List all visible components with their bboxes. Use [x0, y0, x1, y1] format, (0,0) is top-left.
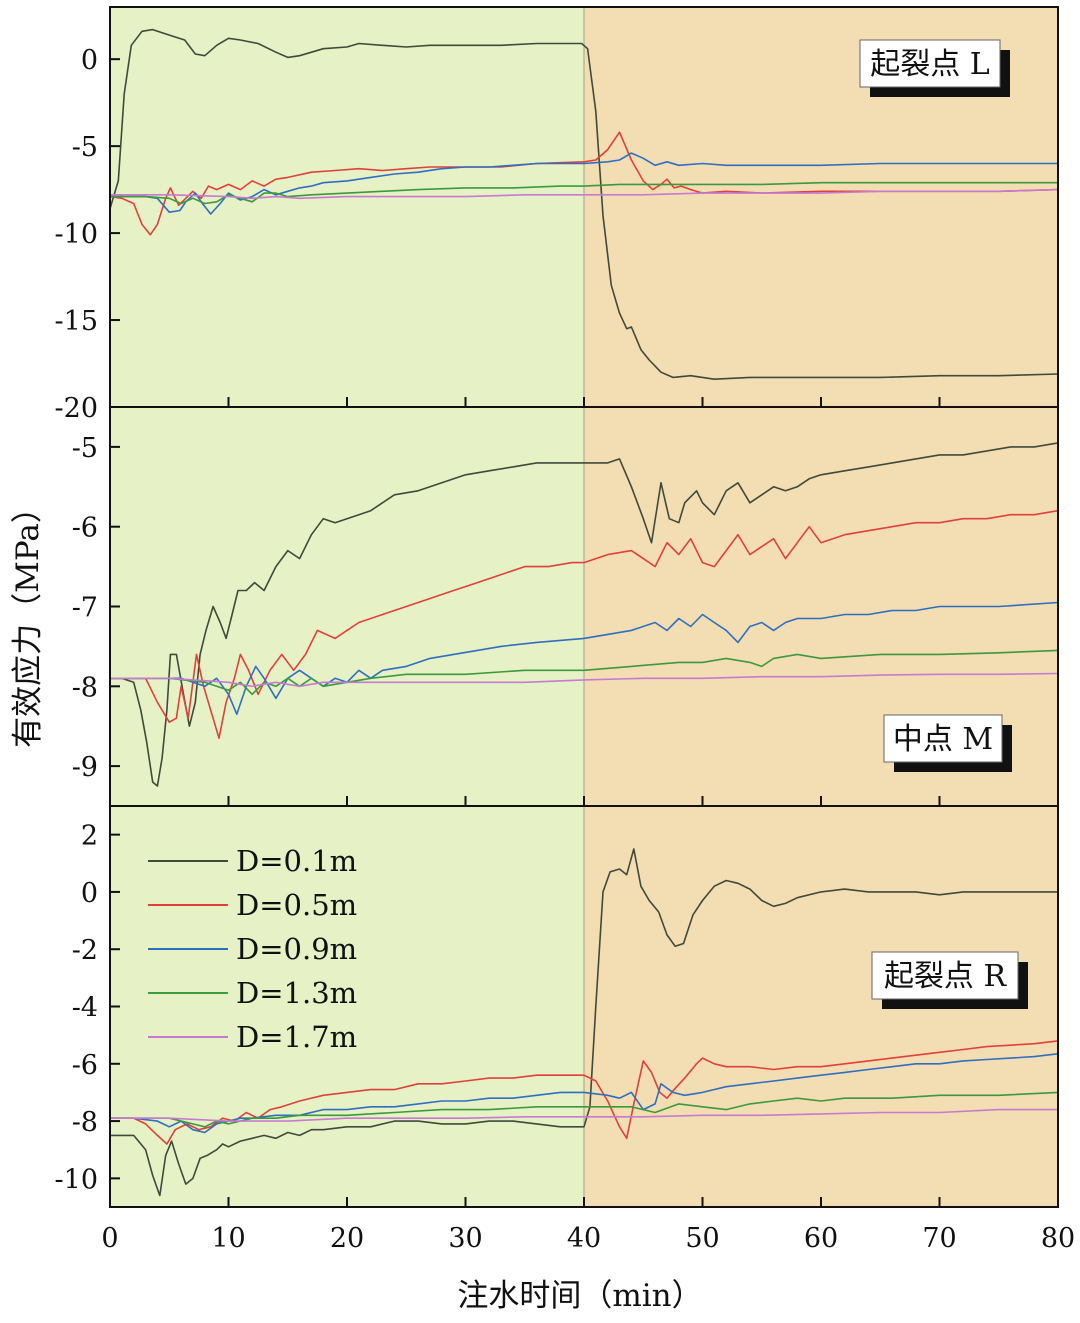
panel-label-box — [871, 951, 1019, 1000]
y-tick-label: -20 — [55, 393, 98, 424]
series-line-panel-1-D=1.7m — [110, 188, 1058, 200]
x-tick-label: 30 — [448, 1223, 482, 1254]
legend-label: D=1.3m — [236, 976, 357, 1010]
series-line-panel-1-D=0.5m — [110, 131, 1058, 236]
y-tick-label: -4 — [72, 993, 98, 1024]
panel-2-series — [110, 442, 1058, 787]
series-line-panel-2-D=0.9m — [110, 601, 1058, 715]
x-tick-label: 0 — [101, 1223, 118, 1254]
y-tick-label: -15 — [55, 306, 98, 337]
x-axis-label: 注水时间（min） — [457, 1278, 702, 1314]
x-tick-label: 80 — [1041, 1223, 1075, 1254]
series-line-panel-2-D=0.1m — [110, 442, 1058, 787]
series-layer — [110, 28, 1058, 1197]
y-tick-label: -10 — [55, 219, 98, 250]
series-line-panel-3-D=0.5m — [110, 1040, 1058, 1145]
panel-label: 中点 M — [893, 722, 993, 757]
series-line-panel-1-D=0.1m — [110, 28, 1058, 380]
y-tick-label: -7 — [72, 593, 98, 624]
panel-label: 起裂点 L — [870, 47, 990, 82]
y-tick-label: -5 — [72, 433, 98, 464]
y-tick-label: -10 — [55, 1164, 98, 1195]
frame-layer — [109, 6, 1059, 1208]
legend-label: D=0.9m — [236, 932, 357, 966]
y-tick-label: -6 — [72, 513, 98, 544]
y-tick-label: -8 — [72, 1107, 98, 1138]
x-tick-label: 50 — [685, 1223, 719, 1254]
series-line-panel-1-D=1.3m — [110, 181, 1058, 205]
series-line-panel-2-D=0.5m — [110, 509, 1058, 739]
panel-label: 起裂点 R — [884, 959, 1008, 994]
series-line-panel-3-D=1.7m — [110, 1108, 1058, 1122]
x-tick-label: 40 — [567, 1223, 601, 1254]
panel-1-series — [110, 28, 1058, 380]
panel-3-series — [110, 848, 1058, 1197]
series-line-panel-3-D=1.3m — [110, 1091, 1058, 1128]
x-tick-label: 70 — [922, 1223, 956, 1254]
legend-label: D=1.7m — [236, 1020, 357, 1054]
y-tick-label: -5 — [72, 132, 98, 163]
y-tick-label: -9 — [72, 752, 98, 783]
series-line-panel-2-D=1.3m — [110, 649, 1058, 696]
series-line-panel-2-D=1.7m — [110, 672, 1058, 688]
y-tick-label: -2 — [72, 935, 98, 966]
panel-label-box — [859, 39, 1001, 88]
x-tick-label: 10 — [211, 1223, 245, 1254]
phase-1-background — [110, 7, 584, 1207]
x-tick-label: 20 — [330, 1223, 364, 1254]
y-tick-label: 0 — [81, 878, 98, 909]
series-line-panel-1-D=0.9m — [110, 152, 1058, 215]
y-tick-label: 0 — [81, 45, 98, 76]
legend-label: D=0.5m — [236, 888, 357, 922]
panel-label-box — [883, 714, 1003, 763]
y-tick-label: -6 — [72, 1050, 98, 1081]
y-tick-label: -8 — [72, 672, 98, 703]
x-tick-label: 60 — [804, 1223, 838, 1254]
y-tick-label: 2 — [81, 821, 98, 852]
y-axis-label: 有效应力（MPa） — [10, 492, 46, 748]
legend-label: D=0.1m — [236, 844, 357, 878]
